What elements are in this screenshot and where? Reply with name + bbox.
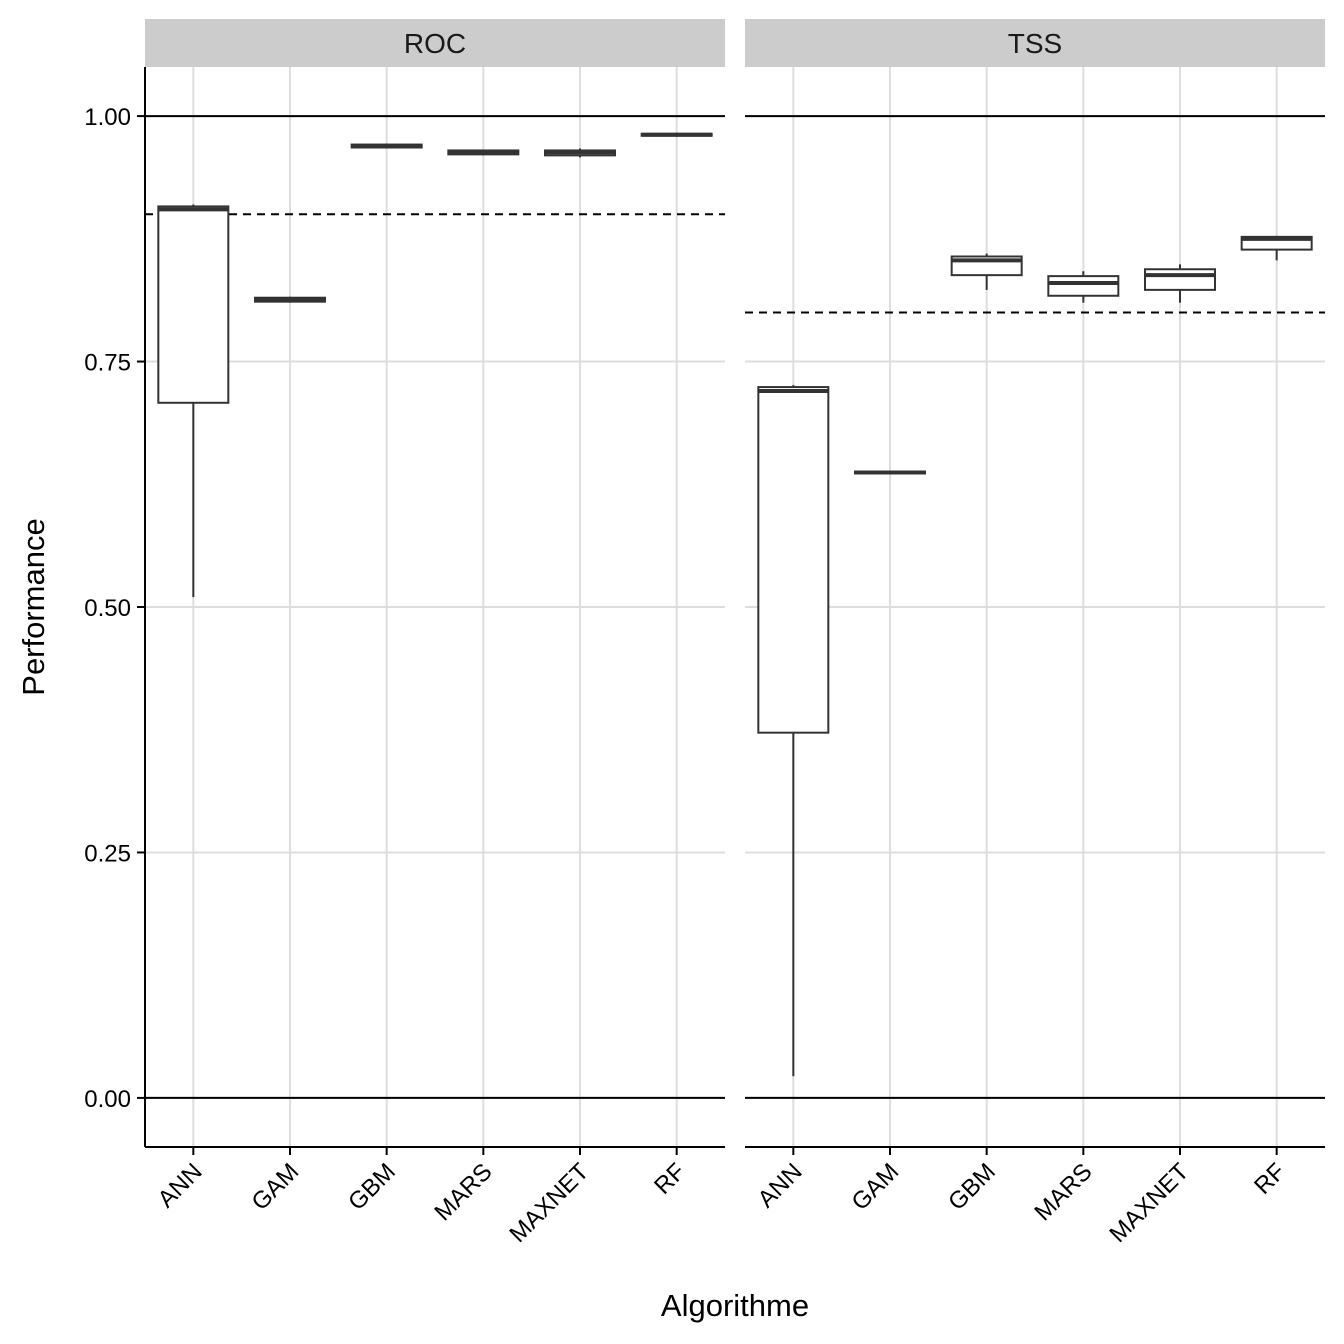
x-tick-label: MAXNET	[1104, 1158, 1194, 1248]
y-tick-label: 0.25	[84, 840, 131, 867]
facet-strip	[745, 19, 1325, 67]
y-tick-label: 0.75	[84, 350, 131, 377]
x-tick-label: ANN	[153, 1158, 208, 1213]
facet-strip	[145, 19, 725, 67]
box-iqr	[1144, 268, 1216, 291]
x-tick-label: GAM	[846, 1158, 904, 1216]
box-gbm	[950, 253, 1023, 290]
facet-strip-label: TSS	[1008, 28, 1062, 59]
x-tick-label: MARS	[1029, 1158, 1097, 1226]
box-mars	[1047, 271, 1120, 303]
x-tick-label: GBM	[343, 1158, 401, 1216]
x-tick-label: GAM	[246, 1158, 304, 1216]
box-ann	[757, 385, 830, 1077]
x-axis-title: Algorithme	[661, 1288, 809, 1323]
box-iqr	[157, 205, 230, 404]
x-tick-label: ANN	[753, 1158, 808, 1213]
box-iqr	[1047, 275, 1120, 297]
y-tick-label: 0.00	[84, 1086, 131, 1113]
y-axis-title: Performance	[16, 518, 51, 695]
facet-roc: ROC ANN GAM GBM MARS MAXNET RF	[145, 19, 725, 1248]
x-tick-label: RF	[649, 1158, 691, 1200]
x-tick-label: MARS	[429, 1158, 497, 1226]
box-rf	[640, 132, 713, 137]
box-gbm	[350, 143, 423, 149]
x-tick-label: MAXNET	[504, 1158, 594, 1248]
x-tick-label: GBM	[943, 1158, 1001, 1216]
y-tick-label: 0.50	[84, 595, 131, 622]
y-axis: 0.00 0.25 0.50 0.75 1.00	[84, 67, 146, 1147]
box-mars	[447, 149, 520, 156]
box-maxnet	[1144, 264, 1216, 303]
facet-tss: TSS ANN GAM GBM MARS MAXNET RF	[745, 19, 1325, 1248]
box-gam	[854, 470, 926, 475]
box-ann	[157, 204, 230, 598]
box-iqr	[757, 386, 830, 734]
box-maxnet	[544, 148, 616, 158]
x-tick-label: RF	[1249, 1158, 1291, 1200]
box-gam	[254, 296, 326, 303]
y-tick-label: 1.00	[84, 104, 131, 131]
box-rf	[1240, 235, 1313, 261]
facet-strip-label: ROC	[404, 28, 466, 59]
